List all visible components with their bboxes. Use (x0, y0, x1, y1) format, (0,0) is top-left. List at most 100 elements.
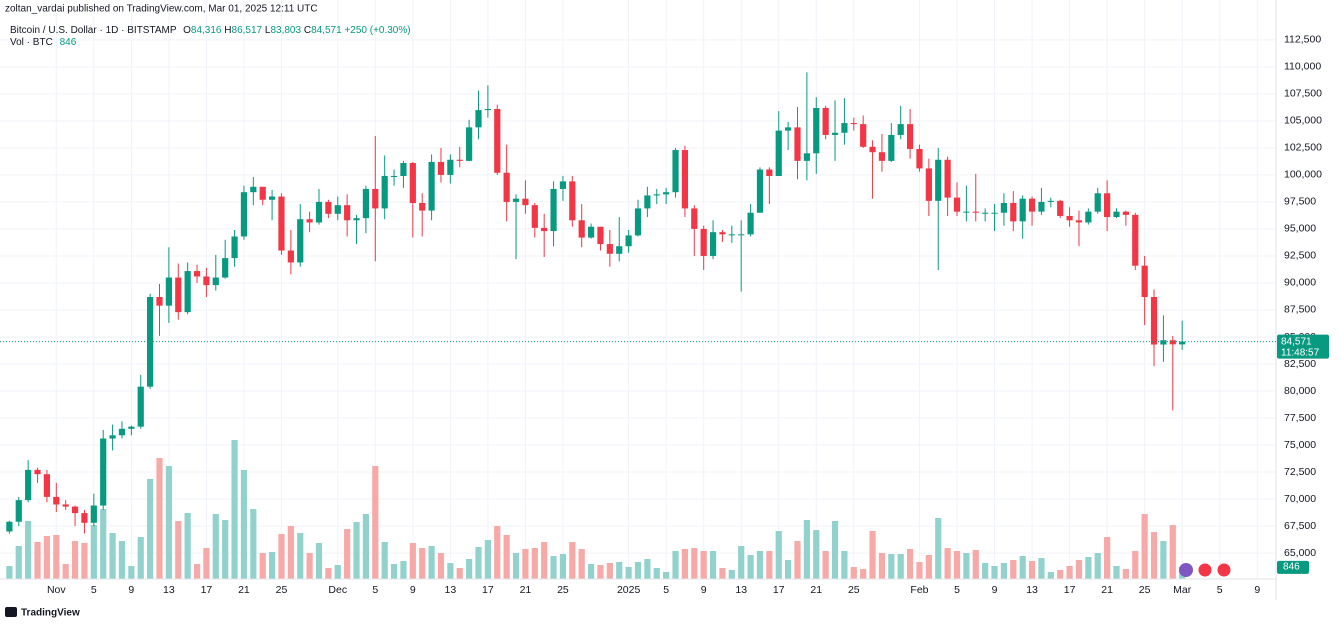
volume-bar (466, 559, 473, 579)
volume-bar (447, 563, 454, 579)
brand-logo (5, 607, 17, 617)
candle-body (709, 232, 717, 256)
candle-body (869, 146, 876, 153)
grid (0, 0, 1276, 579)
volume-bar (203, 548, 210, 579)
candle-body (128, 426, 135, 429)
candle-body (512, 198, 520, 202)
volume-bar (362, 514, 370, 579)
candle-body (1019, 198, 1026, 222)
volume-bar (62, 564, 69, 579)
x-tick-label: 5 (663, 584, 669, 596)
candle-body (165, 277, 172, 306)
candle-body (625, 235, 632, 247)
candle-body (428, 161, 435, 211)
candle-body (62, 504, 69, 507)
candle-body (663, 192, 670, 195)
candle-body (944, 159, 951, 198)
y-tick-label: 87,500 (1284, 304, 1316, 316)
volume-bar (1019, 556, 1026, 579)
candle-body (118, 428, 126, 436)
volume-bar (1113, 566, 1120, 579)
x-tick-label: 5 (372, 584, 378, 596)
candle-body (6, 521, 13, 532)
volume-bar (822, 551, 829, 579)
candle-body (906, 124, 914, 149)
candle-body (362, 188, 370, 219)
volume-bar (1104, 537, 1111, 579)
volume-bar (512, 553, 520, 579)
event-icon (1179, 563, 1193, 577)
candle-body (541, 227, 548, 232)
candle-body (531, 205, 538, 228)
candle-body (1085, 211, 1092, 223)
candle-body (475, 110, 482, 128)
y-tick-label: 65,000 (1284, 547, 1316, 559)
volume-bar (700, 551, 707, 579)
candle-body (822, 107, 829, 135)
candle-body (306, 219, 313, 223)
change: +250 (+0.30%) (344, 25, 410, 36)
x-tick-label: 25 (557, 584, 569, 596)
candle-body (1094, 193, 1101, 212)
y-tick-label: 82,500 (1284, 358, 1316, 370)
volume-bar (587, 564, 595, 579)
candle-body (681, 150, 689, 209)
volume-bar (1038, 558, 1045, 579)
candle-body (437, 161, 445, 175)
candle-body (297, 219, 304, 263)
axes: 65,000 67,500 70,000 72,500 75,000 77,500 80,0… (0, 34, 1329, 596)
x-tick-label: 5 (1217, 584, 1223, 596)
x-tick-label: 13 (735, 584, 747, 596)
volume-bar (297, 533, 304, 579)
candle-body (972, 211, 979, 213)
candle-body (1047, 200, 1054, 202)
candle-body (700, 228, 707, 256)
volume-tag-label: 846 (1283, 562, 1300, 573)
volume-pane (6, 440, 1186, 579)
x-tick-label: 9 (701, 584, 707, 596)
candle-body (240, 192, 248, 237)
candle-body (193, 271, 201, 277)
candle-body (419, 203, 426, 211)
candle-body (1000, 203, 1008, 213)
volume-bar (625, 567, 632, 579)
volume-bar (935, 518, 942, 579)
volume-bar (400, 561, 407, 579)
candle-body (231, 236, 238, 259)
y-tick-label: 80,000 (1284, 385, 1316, 397)
candle-body (897, 124, 904, 135)
volume-bar (250, 509, 257, 579)
x-tick-label: 25 (276, 584, 288, 596)
volume-bar (503, 535, 510, 579)
volume-bar (813, 530, 820, 579)
candle-body (728, 234, 735, 236)
volume-bar (841, 551, 848, 579)
candle-body (25, 469, 32, 501)
volume-bar (850, 567, 857, 579)
candle-body (606, 244, 613, 254)
x-tick-label: 21 (238, 584, 250, 596)
x-tick-label: 25 (1139, 584, 1151, 596)
volume-bar (25, 521, 32, 579)
volume-bar (6, 566, 13, 579)
candle-body (587, 226, 595, 238)
candle-body (1150, 297, 1158, 345)
candle-body (325, 201, 332, 214)
candle-body (860, 124, 867, 147)
candle-body (484, 109, 491, 111)
volume-bar (1122, 569, 1129, 579)
candle-body (1028, 198, 1036, 212)
candle-body (803, 153, 810, 161)
volume-bar (691, 548, 698, 579)
publisher-note: zoltan_vardai published on TradingView.c… (5, 4, 318, 15)
volume-bar (334, 565, 341, 579)
ohlc-value: 86,517 (232, 25, 263, 36)
volume-bar (306, 553, 313, 579)
x-tick-label: 25 (848, 584, 860, 596)
candle-body (137, 386, 144, 427)
y-tick-label: 97,500 (1284, 196, 1316, 208)
volume-bar (118, 541, 126, 579)
volume-bar (437, 553, 445, 579)
candle-body (447, 159, 454, 175)
